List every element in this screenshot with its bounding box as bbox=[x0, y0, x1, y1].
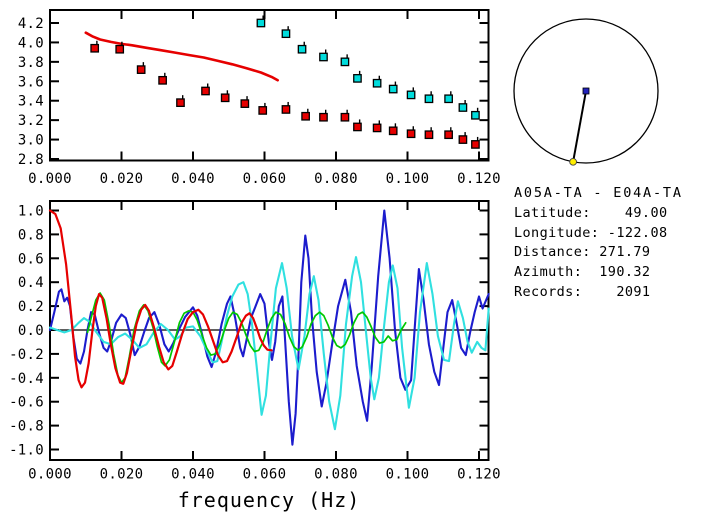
station-info-panel: A05A-TA - E04A-TA Latitude: 49.00 Longitu… bbox=[514, 184, 686, 303]
cyan-square-measurements-marker bbox=[353, 74, 362, 83]
x-tick-label: 0.000 bbox=[28, 467, 72, 483]
red-square-measurements-marker bbox=[136, 65, 146, 74]
y-tick-label: -1.0 bbox=[9, 443, 44, 459]
center-station-dot bbox=[582, 87, 590, 95]
red-square-measurements-marker bbox=[424, 130, 434, 140]
red-square-measurements-marker bbox=[90, 43, 100, 53]
y-tick-label: -0.8 bbox=[9, 419, 44, 435]
red-square-measurements-marker bbox=[258, 106, 268, 115]
blue-waveform bbox=[48, 209, 490, 446]
y-tick-label: 0.2 bbox=[18, 299, 44, 315]
red-square-measurements-marker bbox=[115, 44, 125, 54]
cyan-square-measurements-marker bbox=[406, 90, 416, 100]
red-square-measurements-marker bbox=[353, 122, 362, 132]
x-tick-label: 0.080 bbox=[314, 171, 358, 187]
y-tick-label: -0.6 bbox=[9, 395, 44, 411]
cyan-square-measurements-marker bbox=[319, 52, 328, 62]
y-tick-label: 3.2 bbox=[18, 113, 44, 129]
y-tick-label: 0.8 bbox=[18, 227, 44, 243]
y-tick-label: 0.6 bbox=[18, 251, 44, 267]
x-tick-label: 0.080 bbox=[314, 467, 358, 483]
red-square-measurements-marker bbox=[319, 112, 328, 122]
x-tick-label: 0.020 bbox=[100, 171, 144, 187]
cyan-square-measurements-marker bbox=[388, 84, 398, 94]
info-row-azimuth: Azimuth: 190.32 bbox=[514, 264, 651, 281]
cyan-waveform bbox=[48, 256, 490, 431]
info-row-records: Records: 2091 bbox=[514, 283, 651, 300]
dispersion-velocity-plot: 0.000 0.020 0.040 0.060 0.080 0.100 0.120 2.8 3.… bbox=[18, 9, 501, 187]
red-square-measurements-marker bbox=[201, 86, 210, 96]
cyan-square-measurements-marker bbox=[340, 57, 350, 67]
x-tick-label: 0.100 bbox=[386, 467, 430, 483]
red-square-measurements-marker bbox=[444, 130, 453, 140]
x-tick-label: 0.060 bbox=[243, 467, 287, 483]
red-reference-curve bbox=[84, 31, 280, 82]
x-tick-label: 0.060 bbox=[243, 171, 287, 187]
x-tick-label: 0.020 bbox=[100, 467, 144, 483]
cyan-square-measurements-marker bbox=[471, 110, 480, 120]
azimuth-ray bbox=[572, 90, 587, 163]
x-tick-label: 0.100 bbox=[386, 171, 430, 187]
red-square-measurements-marker bbox=[372, 123, 382, 133]
info-row-latitude: Latitude: 49.00 bbox=[514, 204, 668, 221]
red-square-measurements-marker bbox=[176, 98, 185, 108]
y-tick-label: -0.4 bbox=[9, 371, 44, 387]
y-tick-label: 3.0 bbox=[18, 133, 44, 149]
station-info-rows: Latitude: 49.00 Longitude: -122.08 Distanc… bbox=[514, 204, 686, 303]
y-tick-label: 0.0 bbox=[18, 323, 44, 339]
y-tick-label: 4.0 bbox=[18, 35, 44, 51]
x-axis-title: frequency (Hz) bbox=[177, 488, 361, 512]
cyan-square-measurements-marker bbox=[297, 44, 307, 54]
cyan-square-measurements-marker bbox=[372, 78, 382, 88]
cyan-square-measurements-marker bbox=[256, 18, 266, 28]
x-tick-label: 0.040 bbox=[171, 171, 215, 187]
info-row-longitude: Longitude: -122.08 bbox=[514, 224, 668, 241]
y-tick-label: 0.4 bbox=[18, 275, 44, 291]
y-tick-label: 3.6 bbox=[18, 74, 44, 90]
cross-spectrum-waveform-plot: 0.000 0.020 0.040 0.060 0.080 0.100 0.120 -1.0 -… bbox=[9, 200, 501, 483]
y-tick-label: 2.8 bbox=[18, 152, 44, 168]
red-square-measurements-marker bbox=[471, 140, 480, 149]
y-tick-label: -0.2 bbox=[9, 347, 44, 363]
y-tick-label: 3.8 bbox=[18, 55, 44, 71]
remote-station-dot bbox=[569, 157, 577, 166]
x-tick-label: 0.120 bbox=[457, 171, 501, 187]
azimuth-diagram bbox=[513, 18, 659, 166]
plot-frame bbox=[49, 9, 490, 162]
azimuth-circle bbox=[513, 18, 659, 164]
red-square-measurements-marker bbox=[388, 126, 398, 136]
red-square-measurements-marker bbox=[406, 129, 416, 139]
x-tick-label: 0.040 bbox=[171, 467, 215, 483]
cyan-square-measurements-marker bbox=[458, 103, 468, 112]
red-square-measurements-marker bbox=[220, 93, 230, 103]
red-square-measurements-marker bbox=[340, 112, 350, 122]
info-row-distance: Distance: 271.79 bbox=[514, 244, 651, 261]
x-tick-label: 0.000 bbox=[28, 171, 72, 187]
station-pair-title: A05A-TA - E04A-TA bbox=[514, 185, 683, 201]
y-tick-label: 4.2 bbox=[18, 16, 44, 32]
cyan-square-measurements-marker bbox=[281, 29, 291, 39]
red-square-measurements-marker bbox=[301, 111, 310, 121]
x-tick-label: 0.120 bbox=[457, 467, 501, 483]
red-square-measurements-marker bbox=[281, 105, 291, 114]
y-tick-label: 1.0 bbox=[18, 204, 44, 220]
red-square-measurements-marker bbox=[458, 135, 468, 144]
y-tick-label: 3.4 bbox=[18, 94, 44, 110]
cyan-square-measurements-marker bbox=[444, 94, 453, 104]
red-square-measurements-marker bbox=[240, 99, 250, 108]
red-square-measurements-marker bbox=[158, 75, 167, 85]
cyan-square-measurements-marker bbox=[424, 94, 434, 104]
red-waveform bbox=[48, 209, 273, 389]
